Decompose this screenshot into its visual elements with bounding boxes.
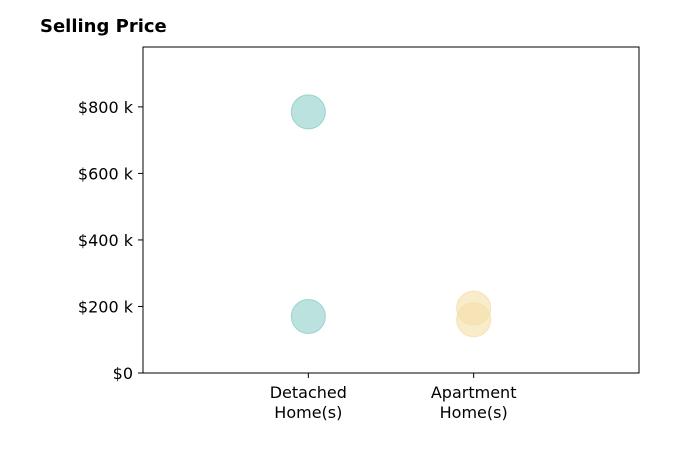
x-tick-label-line: Detached <box>270 383 347 402</box>
y-tick-label: $400 k <box>78 231 134 250</box>
y-tick-label: $600 k <box>78 164 134 183</box>
y-tick-label: $200 k <box>78 297 134 316</box>
x-tick-label: Apartment Home(s) <box>431 383 517 422</box>
x-tick-label-line: Home(s) <box>274 403 342 422</box>
data-point <box>456 302 492 338</box>
y-tick-label: $0 <box>113 364 133 383</box>
y-tick-label: $800 k <box>78 98 134 117</box>
data-point <box>290 94 326 130</box>
x-tick-label-line: Home(s) <box>440 403 508 422</box>
plot-frame <box>142 46 640 374</box>
chart-title: Selling Price <box>40 16 167 37</box>
x-tick-label: Detached Home(s) <box>270 383 347 422</box>
x-tick-label-line: Apartment <box>431 383 517 402</box>
data-point <box>290 298 326 334</box>
